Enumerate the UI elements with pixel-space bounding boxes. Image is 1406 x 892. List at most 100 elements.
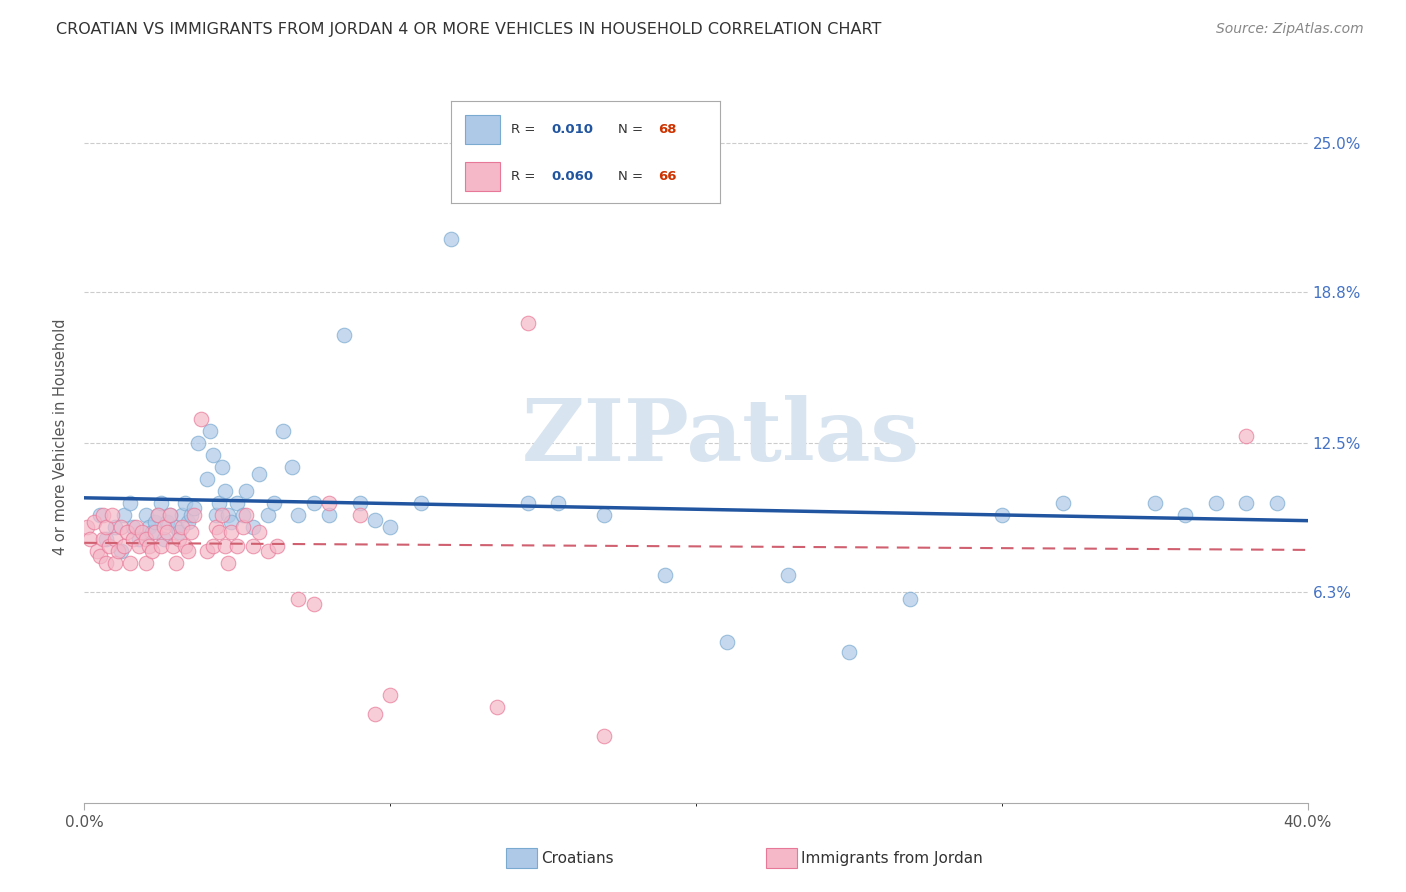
Point	[991, 508, 1014, 522]
Point	[110, 520, 132, 534]
Point	[131, 524, 153, 539]
Point	[516, 316, 538, 330]
Point	[380, 688, 402, 702]
Point	[1143, 496, 1166, 510]
Point	[115, 524, 138, 539]
Point	[86, 544, 108, 558]
Point	[195, 544, 218, 558]
Point	[271, 424, 294, 438]
Point	[242, 520, 264, 534]
Point	[226, 539, 249, 553]
Point	[214, 539, 236, 553]
Point	[1205, 496, 1227, 510]
Point	[302, 496, 325, 510]
Point	[79, 532, 101, 546]
Y-axis label: 4 or more Vehicles in Household: 4 or more Vehicles in Household	[53, 318, 69, 556]
Point	[486, 699, 509, 714]
Point	[201, 448, 224, 462]
Point	[1052, 496, 1074, 510]
Point	[83, 515, 105, 529]
Point	[1174, 508, 1197, 522]
Point	[409, 496, 432, 510]
Point	[232, 508, 254, 522]
Point	[153, 532, 176, 546]
Point	[112, 508, 135, 522]
Point	[104, 556, 127, 570]
Point	[1236, 496, 1258, 510]
Point	[364, 707, 387, 722]
Point	[149, 539, 172, 553]
Point	[125, 520, 148, 534]
Point	[654, 568, 676, 582]
Text: Source: ZipAtlas.com: Source: ZipAtlas.com	[1216, 22, 1364, 37]
Point	[180, 524, 202, 539]
Point	[235, 483, 257, 498]
Point	[235, 508, 257, 522]
Point	[1236, 429, 1258, 443]
Point	[141, 544, 163, 558]
Point	[177, 544, 200, 558]
Point	[257, 544, 280, 558]
Point	[167, 524, 190, 539]
Point	[186, 436, 208, 450]
Text: Croatians: Croatians	[541, 851, 614, 865]
Point	[172, 508, 194, 522]
Point	[516, 496, 538, 510]
Point	[214, 483, 236, 498]
Point	[838, 645, 860, 659]
Point	[593, 729, 616, 743]
Point	[349, 508, 371, 522]
Text: ZIPatlas: ZIPatlas	[522, 395, 920, 479]
Point	[198, 424, 221, 438]
Point	[128, 539, 150, 553]
Point	[226, 496, 249, 510]
Point	[110, 544, 132, 558]
Point	[318, 496, 340, 510]
Point	[135, 508, 157, 522]
Point	[380, 520, 402, 534]
Point	[153, 520, 176, 534]
Point	[247, 524, 270, 539]
Point	[219, 515, 242, 529]
Point	[143, 515, 166, 529]
Point	[287, 591, 309, 606]
Point	[122, 520, 145, 534]
Point	[165, 520, 187, 534]
Point	[122, 532, 145, 546]
Point	[364, 513, 387, 527]
Point	[183, 508, 205, 522]
Point	[120, 556, 142, 570]
Point	[183, 500, 205, 515]
Point	[232, 520, 254, 534]
Point	[138, 520, 160, 534]
Point	[141, 524, 163, 539]
Point	[333, 328, 356, 343]
Point	[257, 508, 280, 522]
Text: CROATIAN VS IMMIGRANTS FROM JORDAN 4 OR MORE VEHICLES IN HOUSEHOLD CORRELATION C: CROATIAN VS IMMIGRANTS FROM JORDAN 4 OR …	[56, 22, 882, 37]
Point	[266, 539, 288, 553]
Point	[242, 539, 264, 553]
Point	[174, 496, 197, 510]
Point	[89, 549, 111, 563]
Point	[208, 496, 231, 510]
Point	[107, 544, 129, 558]
Point	[138, 539, 160, 553]
Point	[247, 467, 270, 482]
Point	[135, 556, 157, 570]
Point	[104, 532, 127, 546]
Point	[128, 532, 150, 546]
Point	[156, 515, 179, 529]
Point	[471, 172, 494, 186]
Point	[149, 496, 172, 510]
Point	[104, 520, 127, 534]
Point	[146, 508, 169, 522]
Point	[547, 496, 569, 510]
Point	[205, 508, 228, 522]
Point	[190, 412, 212, 426]
Point	[318, 508, 340, 522]
Point	[135, 532, 157, 546]
Point	[101, 508, 124, 522]
Point	[287, 508, 309, 522]
Point	[349, 496, 371, 510]
Point	[195, 472, 218, 486]
